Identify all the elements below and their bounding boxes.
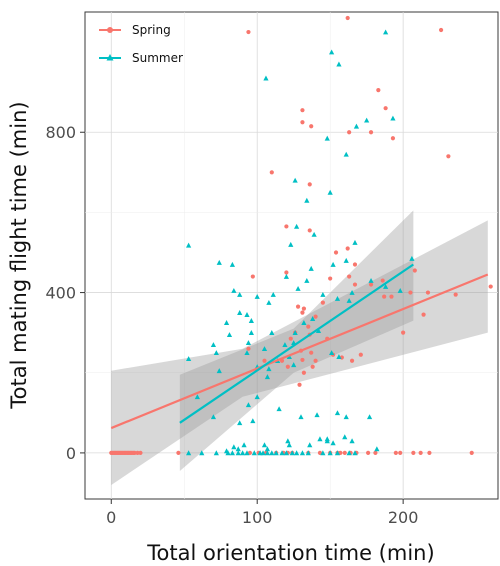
point-spring [426, 290, 430, 294]
point-spring [251, 274, 255, 278]
point-spring [302, 371, 306, 375]
point-spring [306, 325, 310, 329]
point-spring [470, 451, 474, 455]
point-spring [300, 120, 304, 124]
point-spring [369, 282, 373, 286]
point-spring [328, 276, 332, 280]
point-spring [376, 88, 380, 92]
point-spring [427, 451, 431, 455]
point-spring [302, 307, 306, 311]
x-tick-label: 0 [106, 508, 116, 527]
legend-spring-marker [107, 27, 113, 33]
point-spring [353, 282, 357, 286]
point-spring [446, 154, 450, 158]
point-spring [300, 311, 304, 315]
point-spring [413, 268, 417, 272]
point-spring [270, 170, 274, 174]
point-spring [369, 130, 373, 134]
point-spring [296, 305, 300, 309]
y-tick-label: 400 [45, 284, 76, 303]
point-spring [401, 331, 405, 335]
point-spring [138, 451, 142, 455]
point-spring [321, 300, 325, 304]
point-spring [394, 451, 398, 455]
point-spring [334, 250, 338, 254]
point-spring [347, 274, 351, 278]
point-spring [343, 451, 347, 455]
point-spring [366, 451, 370, 455]
point-spring [289, 337, 293, 341]
point-spring [439, 28, 443, 32]
x-tick-label: 100 [242, 508, 273, 527]
y-axis-title: Total mating flight time (min) [7, 101, 31, 409]
point-spring [284, 224, 288, 228]
point-spring [489, 284, 493, 288]
point-spring [300, 358, 304, 362]
point-spring [262, 359, 266, 363]
point-spring [347, 130, 351, 134]
point-spring [308, 228, 312, 232]
y-tick-label: 0 [66, 444, 76, 463]
point-spring [246, 30, 250, 34]
point-spring [373, 451, 377, 455]
point-spring [381, 278, 385, 282]
point-spring [389, 294, 393, 298]
point-spring [421, 313, 425, 317]
point-spring [313, 315, 317, 319]
point-spring [411, 451, 415, 455]
point-spring [419, 451, 423, 455]
legend-spring-label: Spring [132, 23, 171, 37]
point-spring [382, 294, 386, 298]
legend-summer-label: Summer [132, 51, 183, 65]
x-axis-title: Total orientation time (min) [146, 541, 434, 565]
point-spring [286, 365, 290, 369]
point-spring [359, 353, 363, 357]
point-spring [311, 365, 315, 369]
point-spring [176, 451, 180, 455]
point-spring [308, 182, 312, 186]
point-spring [391, 136, 395, 140]
point-spring [297, 383, 301, 387]
x-tick-label: 200 [388, 508, 419, 527]
point-spring [398, 451, 402, 455]
point-spring [454, 292, 458, 296]
point-spring [384, 106, 388, 110]
point-spring [309, 124, 313, 128]
point-spring [353, 262, 357, 266]
point-spring [313, 359, 317, 363]
point-spring [408, 290, 412, 294]
point-spring [350, 359, 354, 363]
point-spring [309, 351, 313, 355]
point-spring [346, 246, 350, 250]
point-spring [346, 16, 350, 20]
y-tick-label: 800 [45, 123, 76, 142]
point-spring [300, 108, 304, 112]
